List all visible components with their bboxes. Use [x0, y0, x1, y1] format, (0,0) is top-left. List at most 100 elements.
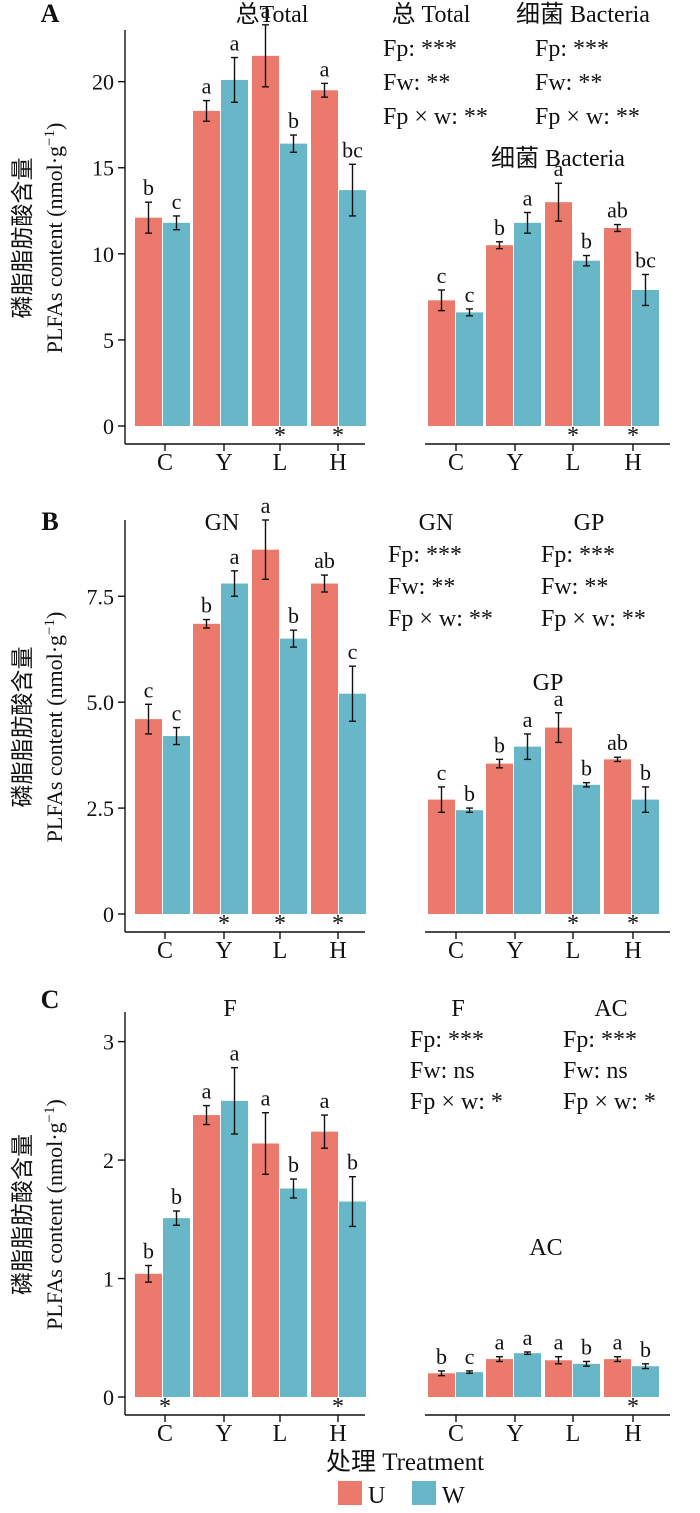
bar-W-L — [280, 638, 307, 914]
bar-U-L — [545, 202, 572, 426]
significance-letter: c — [172, 701, 182, 726]
y-axis-title-sup: −1 — [42, 130, 58, 146]
x-axis-title: 处理 Treatment — [326, 1448, 484, 1476]
significance-letter: c — [348, 639, 358, 664]
bar-U-L — [545, 727, 572, 914]
bar-U-C — [428, 1373, 455, 1397]
x-tick-label: C — [157, 450, 173, 476]
significance-letter: c — [437, 263, 447, 288]
panel-letter: C — [41, 985, 60, 1014]
legend: U W — [338, 1481, 465, 1509]
x-tick-label: C — [157, 1421, 173, 1447]
x-tick-label: Y — [506, 450, 523, 476]
bar-W-L — [280, 1188, 307, 1397]
significance-letter: b — [494, 215, 505, 240]
y-axis-title-en: PLFAs content (nmol·g−1) — [42, 1099, 67, 1330]
bar-U-C — [135, 217, 162, 426]
y-axis-title-cn: 磷脂脂肪酸含量 — [10, 1134, 35, 1295]
x-tick-label: C — [448, 938, 464, 964]
stats-title: F — [451, 996, 464, 1022]
y-tick-label: 5 — [103, 328, 114, 353]
significance-letter: b — [640, 760, 651, 785]
significance-letter: a — [261, 493, 271, 518]
significance-letter: a — [202, 74, 212, 99]
bar-W-L — [573, 1363, 600, 1397]
bar-W-Y — [221, 79, 248, 427]
x-tick-label: Y — [506, 938, 523, 964]
significance-letter: c — [465, 1344, 475, 1369]
significance-letter: bc — [342, 137, 363, 162]
bar-U-H — [604, 759, 631, 914]
significance-star: * — [274, 423, 286, 449]
y-axis-title-en: PLFAs content (nmol·g−1) — [42, 612, 67, 843]
y-tick-label: 2 — [103, 1148, 114, 1173]
stats-line: Fp: *** — [541, 542, 615, 568]
significance-star: * — [218, 911, 230, 937]
bar-U-H — [311, 583, 338, 914]
group-title: 总Total — [236, 1, 309, 28]
stats-line: Fw: ns — [563, 1058, 628, 1084]
x-tick-label: L — [273, 938, 288, 964]
bar-W-Y — [514, 1353, 541, 1397]
significance-letter: a — [554, 156, 564, 181]
bar-U-H — [311, 90, 338, 427]
stats-line: Fp × w: * — [410, 1089, 503, 1115]
significance-letter: a — [320, 56, 330, 81]
significance-letter: b — [171, 1184, 182, 1209]
bar-U-Y — [193, 110, 220, 426]
group-title: AC — [529, 1235, 562, 1261]
stats-line: Fp: *** — [410, 1027, 484, 1053]
significance-star: * — [274, 911, 286, 937]
significance-letter: c — [437, 760, 447, 785]
stats-line: Fp: *** — [563, 1027, 637, 1053]
bar-W-Y — [514, 746, 541, 914]
stats-line: Fp: *** — [535, 36, 609, 62]
significance-letter: a — [613, 1330, 623, 1355]
y-axis-title-cn: 磷脂脂肪酸含量 — [10, 158, 35, 319]
bar-U-H — [311, 1131, 338, 1397]
bar-W-H — [632, 799, 659, 914]
stats-line: Fp × w: ** — [541, 606, 646, 632]
group-title: F — [223, 996, 236, 1022]
panel-a: A 0 5 10 15 20 磷脂脂肪酸含量 PLFAs content (nmol·g−1)… — [10, 0, 670, 476]
y-axis-title-close: ) — [42, 123, 67, 130]
significance-letter: a — [554, 1330, 564, 1355]
y-axis-title-text: PLFAs content (nmol·g — [42, 1122, 67, 1329]
x-tick-label: H — [329, 1421, 346, 1447]
bar-W-H — [632, 289, 659, 426]
bar-U-Y — [193, 1115, 220, 1397]
significance-letter: c — [172, 189, 182, 214]
y-axis-title-text: PLFAs content (nmol·g — [42, 146, 67, 353]
significance-star: * — [332, 911, 344, 937]
stats-line: Fw: ** — [383, 70, 450, 96]
bar-U-L — [252, 1143, 279, 1397]
bar-U-C — [135, 1273, 162, 1397]
significance-letter: ab — [607, 730, 628, 755]
y-tick-label: 3 — [103, 1030, 114, 1055]
x-tick-label: L — [273, 1421, 288, 1447]
y-tick-label: 2.5 — [87, 796, 115, 821]
bar-W-H — [339, 1201, 366, 1397]
x-tick-label: H — [624, 938, 641, 964]
panel-letter: B — [41, 507, 58, 536]
y-axis-title-close: ) — [42, 612, 67, 619]
bar-W-C — [163, 222, 190, 426]
significance-letter: b — [464, 781, 475, 806]
significance-letter: b — [640, 1337, 651, 1362]
significance-letter: a — [495, 1330, 505, 1355]
group-title: 细菌 Bacteria — [491, 145, 625, 172]
y-tick-label: 7.5 — [87, 584, 115, 609]
significance-letter: ab — [607, 198, 628, 223]
x-tick-label: Y — [215, 938, 232, 964]
x-tick-label: C — [157, 938, 173, 964]
significance-star: * — [567, 423, 579, 449]
bar-U-C — [428, 300, 455, 426]
bar-U-L — [545, 1360, 572, 1397]
significance-letter: b — [347, 1150, 358, 1175]
stats-title: GP — [574, 510, 605, 536]
bar-W-Y — [221, 583, 248, 914]
significance-letter: bc — [635, 247, 656, 272]
y-tick-label: 5.0 — [87, 690, 115, 715]
significance-letter: b — [494, 732, 505, 757]
y-tick-label: 1 — [103, 1267, 114, 1292]
